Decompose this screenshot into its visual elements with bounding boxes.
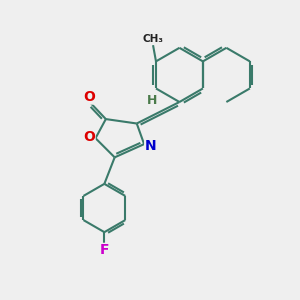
Text: O: O (83, 90, 95, 104)
Text: CH₃: CH₃ (142, 34, 164, 44)
Text: H: H (147, 94, 157, 107)
Text: F: F (100, 243, 109, 257)
Text: N: N (145, 139, 156, 153)
Text: O: O (83, 130, 95, 144)
